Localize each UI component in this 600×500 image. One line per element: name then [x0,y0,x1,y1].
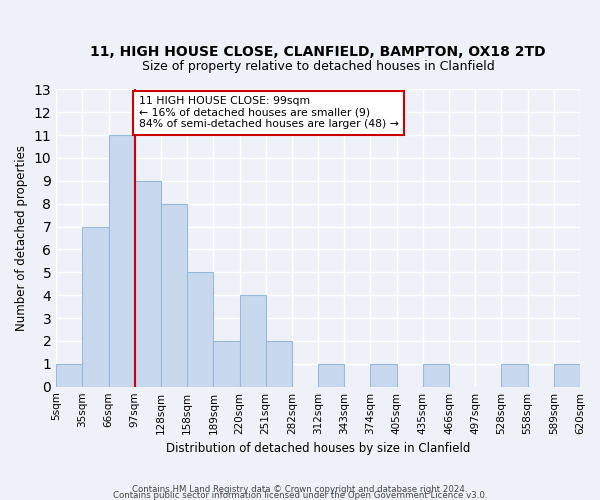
Bar [187,272,214,386]
Y-axis label: Number of detached properties: Number of detached properties [15,145,28,331]
Text: Size of property relative to detached houses in Clanfield: Size of property relative to detached ho… [142,60,494,73]
Text: Contains public sector information licensed under the Open Government Licence v3: Contains public sector information licen… [113,490,487,500]
Bar [82,226,109,386]
Text: Contains HM Land Registry data © Crown copyright and database right 2024.: Contains HM Land Registry data © Crown c… [132,484,468,494]
Bar [161,204,187,386]
Bar [109,135,135,386]
Bar [502,364,527,386]
Bar [423,364,449,386]
Bar [214,341,239,386]
Title: 11, HIGH HOUSE CLOSE, CLANFIELD, BAMPTON, OX18 2TD: 11, HIGH HOUSE CLOSE, CLANFIELD, BAMPTON… [90,45,546,59]
Bar [266,341,292,386]
X-axis label: Distribution of detached houses by size in Clanfield: Distribution of detached houses by size … [166,442,470,455]
Bar [554,364,580,386]
Bar [318,364,344,386]
Bar [370,364,397,386]
Text: 11 HIGH HOUSE CLOSE: 99sqm
← 16% of detached houses are smaller (9)
84% of semi-: 11 HIGH HOUSE CLOSE: 99sqm ← 16% of deta… [139,96,398,130]
Bar [56,364,82,386]
Bar [135,181,161,386]
Bar [239,295,266,386]
